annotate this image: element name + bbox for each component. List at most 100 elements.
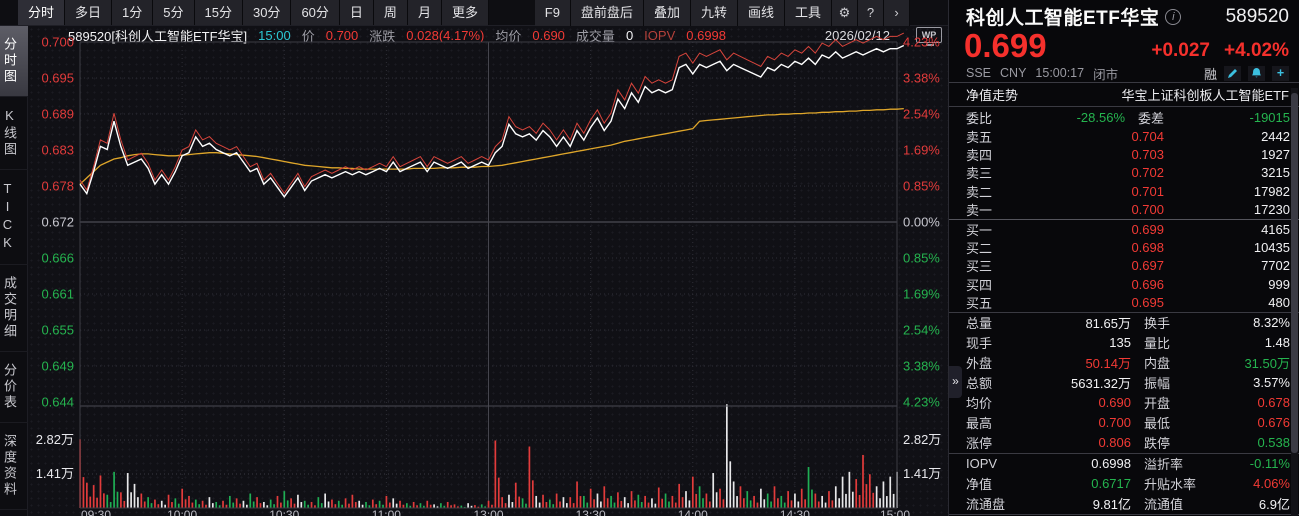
stock-code: 589520: [1225, 5, 1289, 27]
toolbar-tool-button[interactable]: 画线: [737, 0, 785, 26]
svg-text:1.69%: 1.69%: [903, 143, 940, 158]
stock-name: 科创人工智能ETF华宝: [966, 8, 1160, 29]
ask-levels: 卖五 0.704 2442 卖四 0.703 1927 卖三 0.702 321…: [949, 127, 1299, 219]
chart-info-item: 涨跌: [369, 29, 396, 44]
stat-row: 流通盘 9.81亿 流通值 6.9亿: [966, 497, 1290, 513]
period-tab[interactable]: 30分: [242, 0, 292, 25]
svg-text:4.23%: 4.23%: [903, 35, 940, 50]
sidebar-view-item[interactable]: 成交明细: [0, 265, 28, 352]
svg-text:09:30: 09:30: [81, 508, 111, 516]
bid-row[interactable]: 买三 0.697 7702: [966, 258, 1290, 275]
panel-scrollbar[interactable]: [1291, 88, 1298, 516]
sidebar-view-item[interactable]: 分时图: [0, 26, 28, 97]
weibi-value: -28.56%: [1076, 109, 1125, 125]
panel-expand-handle[interactable]: »: [949, 366, 962, 398]
svg-text:0.700: 0.700: [41, 35, 74, 50]
ask-row[interactable]: 卖五 0.704 2442: [966, 128, 1290, 145]
svg-text:0.689: 0.689: [41, 107, 74, 122]
period-tab[interactable]: 15分: [194, 0, 243, 25]
intraday-chart[interactable]: 0.700 0.695 0.689 0.683 0.678 0.672 0.666 0.661…: [28, 26, 948, 516]
intraday-chart-area: 589520[科创人工智能ETF华宝] 15:00 价 0.700 涨跌 0.028(4.…: [28, 26, 948, 516]
stat-row: 总额 5631.32万 振幅 3.57%: [966, 375, 1290, 392]
sidebar-view-item[interactable]: 分价表: [0, 352, 28, 423]
stat-row: 涨停 0.806 跌停 0.538: [966, 435, 1290, 452]
svg-text:0.661: 0.661: [41, 287, 74, 302]
toolbar-tool-button[interactable]: 盘前盘后: [570, 0, 644, 26]
svg-text:0.85%: 0.85%: [903, 251, 940, 266]
chart-info-item: 0.6998: [686, 28, 727, 43]
help-icon[interactable]: ?: [858, 0, 884, 26]
add-plus-icon[interactable]: +: [1272, 65, 1289, 81]
stats-section: 总量 81.65万 换手 8.32% 现手 135 量比 1.48 外盘 50.…: [949, 313, 1299, 453]
exchange-label: SSE: [966, 66, 992, 80]
toolbar-tool-button[interactable]: F9: [534, 0, 571, 26]
chart-info-item: 0.700: [325, 28, 359, 43]
svg-text:3.38%: 3.38%: [903, 71, 940, 86]
info-icon[interactable]: i: [1165, 8, 1182, 25]
quote-panel: 科创人工智能ETF华宝 i 589520 0.699 +0.027 +4.02%…: [948, 0, 1299, 516]
period-tab[interactable]: 周: [373, 0, 408, 25]
ask-row[interactable]: 卖二 0.701 17982: [966, 183, 1290, 200]
alert-bell-icon[interactable]: [1248, 65, 1265, 81]
market-status: 闭市: [1093, 67, 1119, 82]
scrollbar-thumb[interactable]: [1291, 93, 1298, 453]
ask-row[interactable]: 卖三 0.702 3215: [966, 165, 1290, 182]
period-tab[interactable]: 1分: [112, 0, 154, 25]
period-tab[interactable]: 更多: [441, 0, 489, 25]
etf-extra-section: IOPV 0.6998 溢折率 -0.11% 净值 0.6717 升贴水率 4.…: [949, 454, 1299, 514]
period-tab[interactable]: 分时: [18, 0, 66, 25]
stat-row: 外盘 50.14万 内盘 31.50万: [966, 356, 1290, 372]
weicha-label: 委差: [1138, 110, 1165, 126]
weicha-value: -19015: [1249, 109, 1290, 125]
quote-time: 15:00:17: [1035, 66, 1085, 80]
wp-monitor-icon[interactable]: WP: [916, 27, 942, 46]
toolbar-tool-button[interactable]: 工具: [784, 0, 832, 26]
period-tab[interactable]: 多日: [65, 0, 113, 25]
last-price: 0.699: [964, 27, 1047, 64]
period-tabs: 分时 多日 1分 5分 15分 30分 60分日周月更多: [18, 0, 489, 25]
svg-text:0.695: 0.695: [41, 71, 74, 86]
svg-text:2.82万: 2.82万: [36, 432, 74, 447]
period-tab[interactable]: 5分: [153, 0, 195, 25]
svg-text:0.666: 0.666: [41, 251, 74, 266]
bid-row[interactable]: 买五 0.695 480: [966, 295, 1290, 312]
toolbar-tools: F9 盘前盘后 叠加 九转 画线 工具 ⚙ ? ›: [534, 0, 910, 26]
stat-row: 均价 0.690 开盘 0.678: [966, 395, 1290, 412]
fund-full-name: 华宝上证科创板人工智能ETF: [1121, 88, 1289, 103]
toolbar-tool-button[interactable]: 九转: [690, 0, 738, 26]
bid-row[interactable]: 买一 0.699 4165: [966, 221, 1290, 238]
ask-row[interactable]: 卖四 0.703 1927: [966, 147, 1290, 164]
price-change-pct: +4.02%: [1224, 40, 1289, 61]
svg-text:0.655: 0.655: [41, 323, 74, 338]
sidebar-view-item[interactable]: K线图: [0, 97, 28, 170]
chart-info-item: 0.028(4.17%): [406, 28, 485, 43]
svg-text:0.683: 0.683: [41, 143, 74, 158]
sidebar-view-item[interactable]: 深度资料: [0, 423, 28, 510]
svg-text:0.678: 0.678: [41, 179, 74, 194]
period-tab[interactable]: 日: [339, 0, 374, 25]
chart-info-item: 价: [301, 29, 315, 44]
chart-info-item: 0.690: [532, 28, 565, 43]
stat-row: 总量 81.65万 换手 8.32%: [966, 315, 1290, 332]
weibi-row: 委比 -28.56% 委差 -19015: [949, 107, 1299, 127]
svg-text:13:00: 13:00: [473, 508, 503, 516]
toolbar-tool-button[interactable]: 叠加: [643, 0, 691, 26]
view-sidebar: 分时图 K线图 TICK 成交明细 分价表 深度资料: [0, 26, 28, 516]
edit-pencil-icon[interactable]: [1224, 65, 1241, 81]
bid-row[interactable]: 买四 0.696 999: [966, 276, 1290, 293]
svg-text:4.23%: 4.23%: [903, 395, 940, 410]
svg-text:0.00%: 0.00%: [903, 215, 940, 230]
svg-text:0.644: 0.644: [41, 395, 74, 410]
svg-text:1.41万: 1.41万: [903, 466, 941, 481]
bid-row[interactable]: 买二 0.698 10435: [966, 240, 1290, 257]
gear-icon[interactable]: ⚙: [832, 0, 858, 26]
chevron-right-icon[interactable]: ›: [884, 0, 910, 26]
period-tab[interactable]: 月: [407, 0, 442, 25]
period-tab[interactable]: 60分: [291, 0, 340, 25]
chart-info-item: 15:00: [258, 28, 291, 43]
svg-text:11:00: 11:00: [372, 508, 401, 516]
ask-row[interactable]: 卖一 0.700 17230: [966, 202, 1290, 219]
margin-badge: 融: [1203, 66, 1217, 82]
sidebar-view-item[interactable]: TICK: [0, 170, 28, 265]
nav-trend-label[interactable]: 净值走势: [966, 88, 1019, 103]
